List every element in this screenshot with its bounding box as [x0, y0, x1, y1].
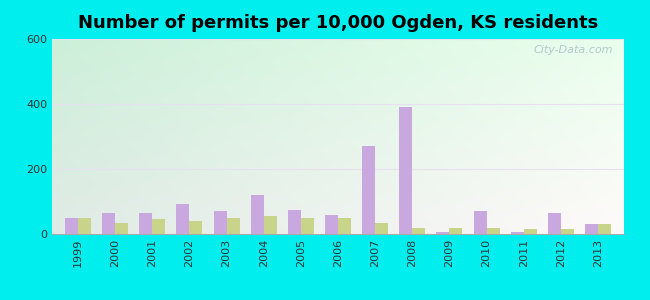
Bar [152, 219, 165, 234]
Bar [474, 211, 487, 234]
Bar [301, 218, 314, 234]
Bar [78, 218, 91, 234]
Bar [338, 218, 351, 234]
Bar [598, 224, 611, 234]
Bar [264, 216, 277, 234]
Bar [176, 204, 189, 234]
Bar [139, 213, 152, 234]
Bar [511, 232, 524, 234]
Bar [102, 213, 115, 234]
Bar [375, 223, 388, 234]
Bar [214, 211, 227, 234]
Bar [436, 232, 449, 234]
Bar [251, 195, 264, 234]
Bar [227, 218, 240, 234]
Bar [362, 146, 375, 234]
Bar [548, 213, 561, 234]
Bar [449, 227, 462, 234]
Bar [399, 107, 412, 234]
Bar [189, 221, 202, 234]
Bar [65, 218, 78, 234]
Bar [524, 229, 537, 234]
Text: City-Data.com: City-Data.com [533, 45, 612, 55]
Bar [115, 223, 128, 234]
Bar [585, 224, 598, 234]
Bar [561, 229, 574, 234]
Bar [288, 210, 301, 234]
Bar [325, 214, 338, 234]
Bar [487, 227, 500, 234]
Bar [412, 227, 425, 234]
Title: Number of permits per 10,000 Ogden, KS residents: Number of permits per 10,000 Ogden, KS r… [78, 14, 598, 32]
